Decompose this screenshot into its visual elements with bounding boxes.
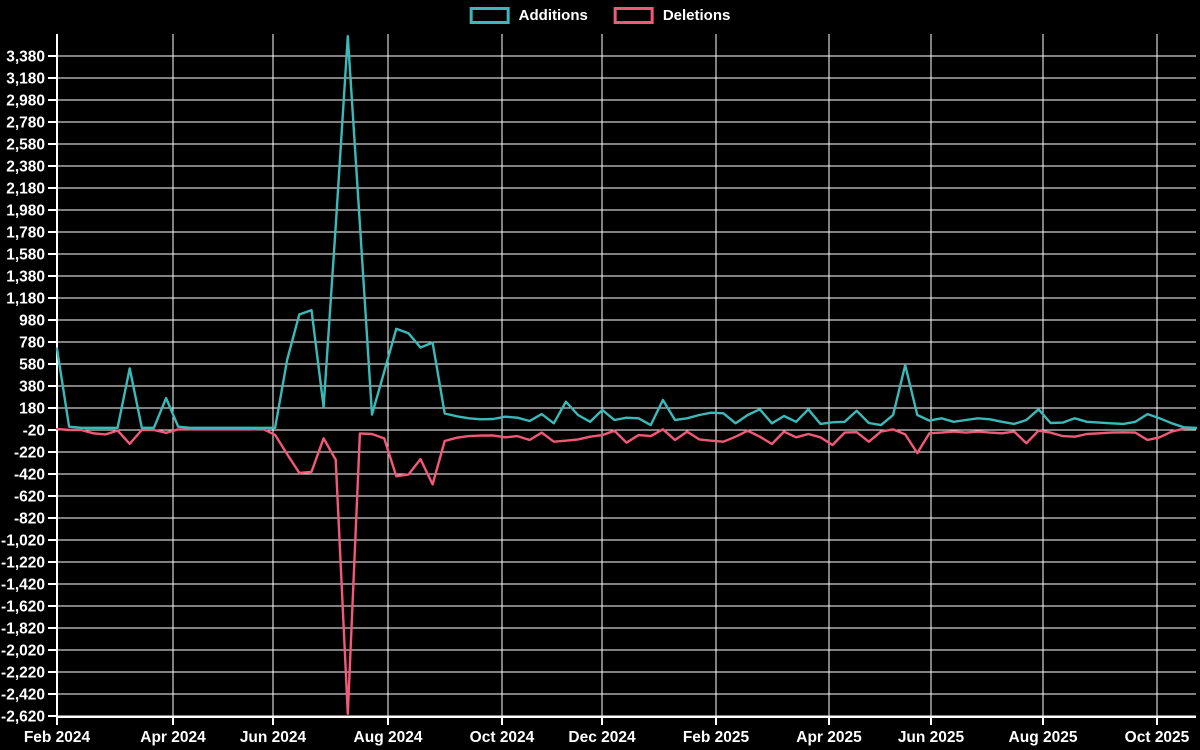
axes — [56, 34, 1196, 718]
y-axis-tick-label: 3,180 — [6, 71, 45, 88]
y-axis-tick-label: -420 — [14, 467, 45, 484]
x-axis-tick-label: Oct 2025 — [1125, 729, 1190, 746]
x-axis-tick-label: Jun 2024 — [240, 729, 307, 746]
additions-swatch-icon — [469, 7, 510, 24]
y-axis-tick-label: -1,420 — [1, 577, 45, 594]
y-axis-tick-label: 980 — [19, 313, 45, 330]
y-axis-tick-label: 1,780 — [6, 225, 45, 242]
y-axis-tick-label: -820 — [14, 511, 45, 528]
y-axis-tick-label: 1,580 — [6, 247, 45, 264]
x-axis-tick-label: Feb 2025 — [683, 729, 750, 746]
y-axis-tick-label: -1,820 — [1, 621, 45, 638]
horizontal-gridlines — [57, 55, 1196, 717]
x-axis-tick-label: Feb 2024 — [24, 729, 91, 746]
y-axis-tick-label: -2,620 — [1, 709, 45, 726]
y-axis-tick-label: 2,780 — [6, 115, 45, 132]
deletions-line — [55, 427, 1198, 715]
x-axis-tick-label: Dec 2024 — [568, 729, 636, 746]
y-axis-tick-label: -2,020 — [1, 643, 45, 660]
y-axis-tick-label: -1,620 — [1, 599, 45, 616]
deletions-swatch-icon — [613, 7, 654, 24]
y-axis-tick-label: -2,420 — [1, 687, 45, 704]
y-axis-tick-label: -620 — [14, 489, 45, 506]
vertical-gridlines — [56, 34, 1158, 717]
y-axis-tick-label: 1,980 — [6, 203, 45, 220]
y-axis-tick-label: -1,020 — [1, 533, 45, 550]
x-axis-tick-label: Jun 2025 — [898, 729, 965, 746]
y-axis-ticks — [48, 55, 57, 717]
legend-label-additions: Additions — [518, 7, 588, 24]
y-axis-tick-label: 2,980 — [6, 93, 45, 110]
y-axis-tick-label: 2,380 — [6, 159, 45, 176]
chart-legend: Additions Deletions — [469, 7, 731, 24]
legend-item-additions[interactable]: Additions — [469, 7, 588, 24]
y-axis-tick-label: -20 — [23, 423, 45, 440]
y-axis-tick-label: 1,180 — [6, 291, 45, 308]
x-axis-tick-label: Aug 2024 — [354, 729, 423, 746]
deletions-polyline — [55, 427, 1198, 715]
x-axis-tick-label: Aug 2025 — [1009, 729, 1078, 746]
additions-polyline — [55, 35, 1198, 429]
y-axis-tick-label: 780 — [19, 335, 45, 352]
x-axis-tick-label: Apr 2025 — [796, 729, 862, 746]
y-axis-tick-label: 2,580 — [6, 137, 45, 154]
x-axis-tick-label: Apr 2024 — [140, 729, 206, 746]
legend-label-deletions: Deletions — [662, 7, 731, 24]
x-axis-labels: Feb 2024 Apr 2024 Jun 2024 Aug 2024 Oct 2024… — [24, 729, 1190, 746]
y-axis-tick-label: -2,220 — [1, 665, 45, 682]
y-axis-labels: 3,380 3,180 2,980 2,780 2,580 2,380 2,180 1,980… — [1, 49, 45, 726]
legend-item-deletions[interactable]: Deletions — [613, 7, 731, 24]
y-axis-tick-label: 380 — [19, 379, 45, 396]
additions-line — [55, 35, 1198, 429]
y-axis-tick-label: -220 — [14, 445, 45, 462]
x-axis-ticks — [56, 717, 1158, 725]
y-axis-tick-label: 1,380 — [6, 269, 45, 286]
x-axis-tick-label: Oct 2024 — [470, 729, 535, 746]
y-axis-tick-label: 180 — [19, 401, 45, 418]
y-axis-tick-label: -1,220 — [1, 555, 45, 572]
y-axis-tick-label: 580 — [19, 357, 45, 374]
y-axis-tick-label: 3,380 — [6, 49, 45, 66]
y-axis-tick-label: 2,180 — [6, 181, 45, 198]
